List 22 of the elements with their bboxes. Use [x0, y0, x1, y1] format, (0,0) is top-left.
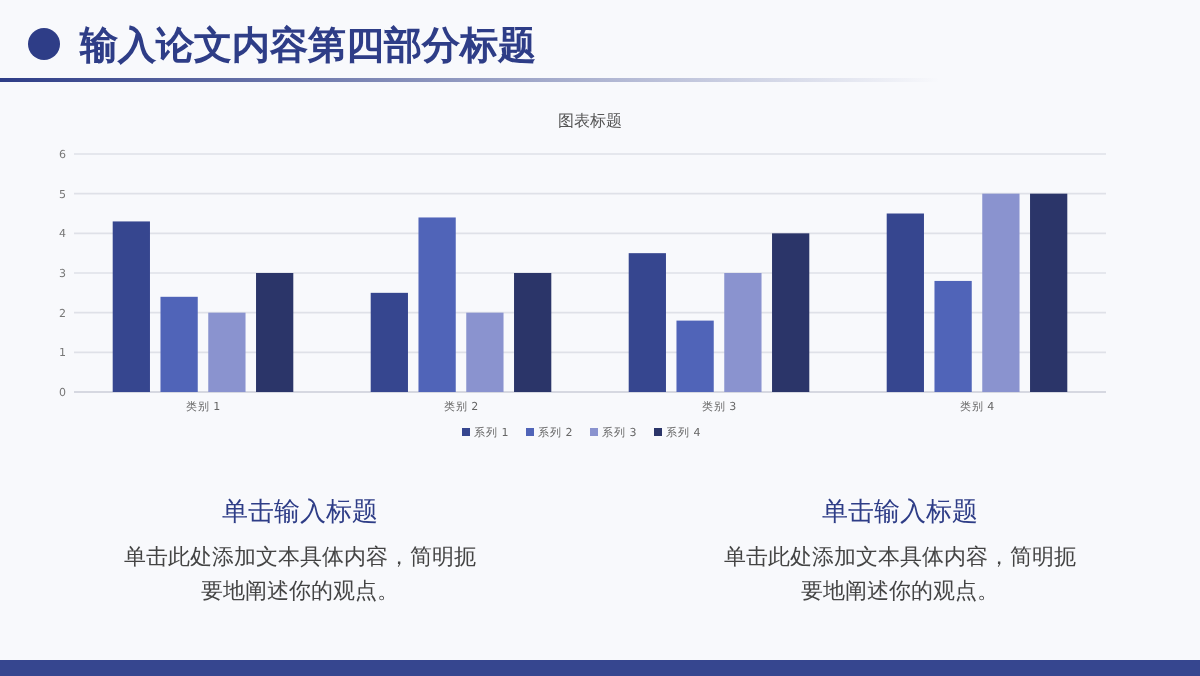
text: 单击此处添加文本具体内容，简明扼要地阐述你的观点。: [724, 544, 1076, 604]
text: 单击此处添加文本具体内容，简明扼要地阐述你的观点。: [124, 544, 476, 604]
bar: [628, 253, 666, 392]
text: 单击输入标题: [822, 498, 978, 528]
bar: [112, 221, 150, 392]
bar: [466, 312, 504, 392]
bar: [160, 296, 198, 392]
bar: [208, 312, 246, 392]
bar: [418, 217, 456, 392]
bar: [514, 273, 552, 392]
bar: [886, 213, 924, 392]
text: 单击输入标题: [222, 498, 378, 528]
bar: [772, 233, 810, 392]
bar: [370, 292, 408, 392]
bar: [934, 280, 972, 392]
bar: [256, 273, 294, 392]
chart-title: 输入论文内容第四部分标题: [78, 24, 536, 68]
bar: [1030, 193, 1068, 392]
bar: [724, 273, 762, 392]
bar: [982, 193, 1020, 392]
bar: [676, 320, 714, 392]
chart-subtitle: 图表标题: [558, 112, 622, 130]
